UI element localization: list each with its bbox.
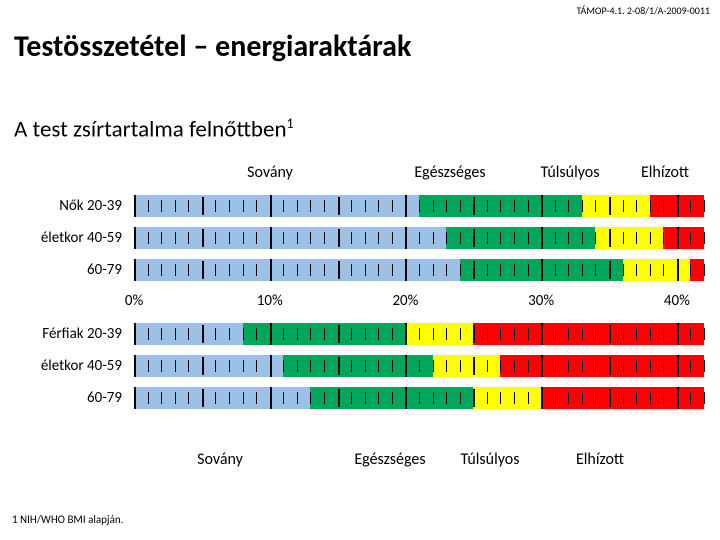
row-label: életkor 40-59 — [0, 224, 128, 252]
segment-tulsulyos — [623, 259, 691, 281]
segment-elhizott — [650, 195, 704, 217]
cat-elhizott: Elhízott — [641, 163, 689, 182]
bar — [134, 323, 704, 345]
row-label: Nők 20-39 — [0, 192, 128, 220]
segment-elhizott — [500, 355, 704, 377]
row-label: életkor 40-59 — [0, 352, 128, 380]
bar — [134, 227, 704, 249]
bar — [134, 387, 704, 409]
segment-egeszseges — [283, 355, 432, 377]
subtitle-sup: 1 — [287, 115, 294, 132]
cat-elhizott: Elhízott — [576, 450, 624, 469]
page-title: Testösszetétel – energiaraktárak — [14, 28, 411, 65]
cat-egeszseges: Egészséges — [414, 163, 485, 182]
women-chart: Nők 20-39 életkor 40-59 60-79 — [0, 192, 720, 294]
segment-tulsulyos — [595, 227, 663, 249]
project-code: TÁMOP-4.1. 2-08/1/A-2009-0011 — [576, 4, 710, 17]
table-row: 60-79 — [0, 384, 720, 412]
segment-elhizott — [473, 323, 704, 345]
bar — [134, 259, 704, 281]
axis-label: 30% — [528, 292, 554, 310]
segment-egeszseges — [243, 323, 406, 345]
axis-label: 0% — [125, 292, 143, 310]
table-row: Férfiak 20-39 — [0, 320, 720, 348]
table-row: életkor 40-59 — [0, 224, 720, 252]
row-label: 60-79 — [0, 256, 128, 284]
segment-sovany — [134, 355, 283, 377]
segment-egeszseges — [419, 195, 582, 217]
table-row: Nők 20-39 — [0, 192, 720, 220]
category-labels-women: Sovány Egészséges Túlsúlyos Elhízott — [0, 163, 720, 187]
segment-elhizott — [690, 259, 704, 281]
axis-label: 40% — [664, 292, 690, 310]
segment-tulsulyos — [582, 195, 650, 217]
men-chart: Férfiak 20-39 életkor 40-59 60-79 — [0, 320, 720, 422]
axis-label: 10% — [257, 292, 283, 310]
segment-tulsulyos — [405, 323, 473, 345]
category-labels-men: Sovány Egészséges Túlsúlyos Elhízott — [0, 450, 720, 474]
percent-axis: 0%10%20%30%40% — [134, 290, 704, 312]
segment-egeszseges — [460, 259, 623, 281]
axis-label: 20% — [392, 292, 418, 310]
footnote: 1 NIH/WHO BMI alapján. — [12, 513, 123, 526]
table-row: életkor 40-59 — [0, 352, 720, 380]
segment-sovany — [134, 259, 460, 281]
segment-sovany — [134, 387, 310, 409]
segment-tulsulyos — [473, 387, 541, 409]
segment-sovany — [134, 227, 446, 249]
subtitle-text: A test zsírtartalma felnőttben — [14, 116, 287, 144]
row-label: 60-79 — [0, 384, 128, 412]
cat-sovany: Sovány — [197, 450, 243, 469]
bar — [134, 195, 704, 217]
segment-tulsulyos — [433, 355, 501, 377]
bar — [134, 355, 704, 377]
table-row: 60-79 — [0, 256, 720, 284]
segment-egeszseges — [446, 227, 595, 249]
cat-sovany: Sovány — [247, 163, 293, 182]
segment-egeszseges — [310, 387, 473, 409]
segment-sovany — [134, 323, 243, 345]
segment-elhizott — [541, 387, 704, 409]
subtitle: A test zsírtartalma felnőttben1 — [14, 115, 294, 144]
row-label: Férfiak 20-39 — [0, 320, 128, 348]
segment-elhizott — [663, 227, 704, 249]
cat-tulsulyos: Túlsúlyos — [461, 450, 520, 469]
cat-tulsulyos: Túlsúlyos — [541, 163, 600, 182]
cat-egeszseges: Egészséges — [354, 450, 425, 469]
segment-sovany — [134, 195, 419, 217]
